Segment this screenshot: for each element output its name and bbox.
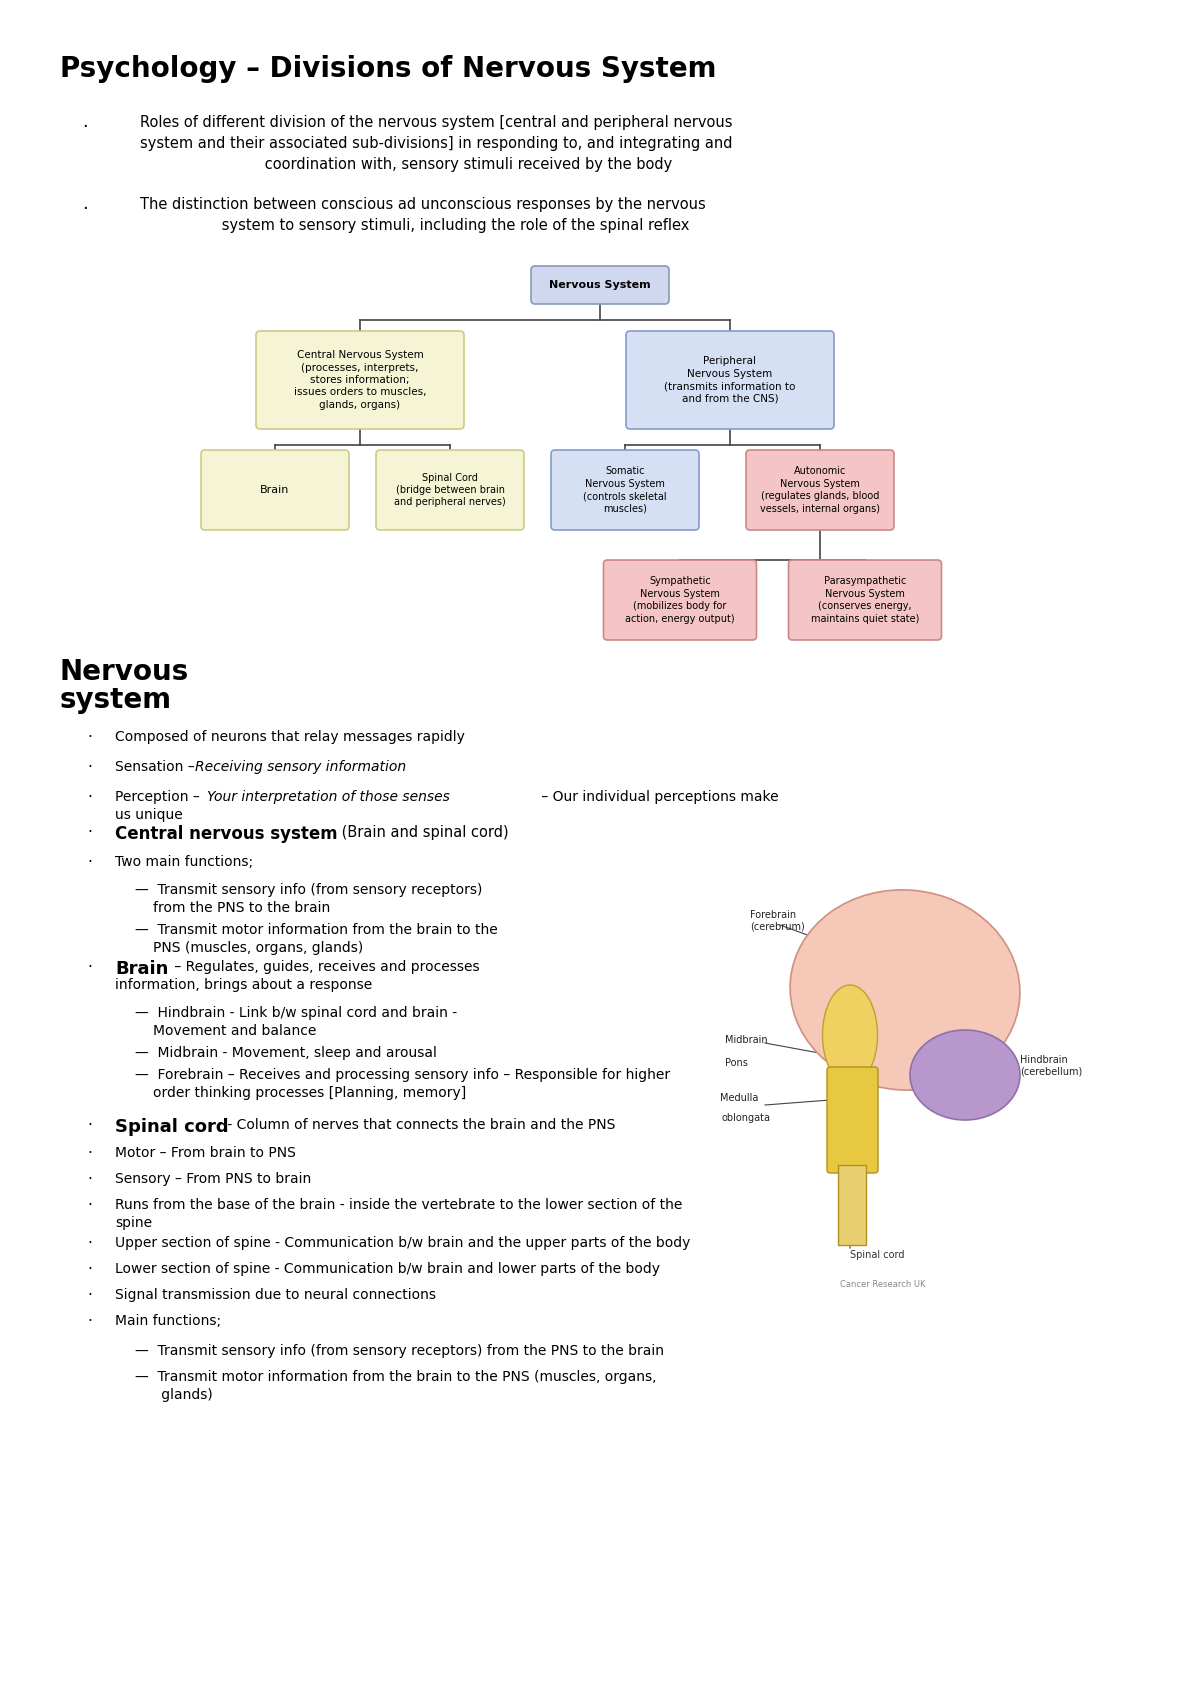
Text: Forebrain
(cerebrum): Forebrain (cerebrum) xyxy=(750,910,805,932)
Text: Perception –: Perception – xyxy=(115,790,204,803)
Text: Parasympathetic
Nervous System
(conserves energy,
maintains quiet state): Parasympathetic Nervous System (conserve… xyxy=(811,576,919,623)
Text: Peripheral
Nervous System
(transmits information to
and from the CNS): Peripheral Nervous System (transmits inf… xyxy=(665,357,796,404)
Text: information, brings about a response: information, brings about a response xyxy=(115,978,372,992)
Text: —  Transmit motor information from the brain to the PNS (muscles, organs,
      : — Transmit motor information from the br… xyxy=(134,1370,656,1403)
Ellipse shape xyxy=(910,1031,1020,1121)
Text: —  Transmit sensory info (from sensory receptors) from the PNS to the brain: — Transmit sensory info (from sensory re… xyxy=(134,1345,664,1358)
FancyBboxPatch shape xyxy=(604,560,756,640)
Text: Central Nervous System
(processes, interprets,
stores information;
issues orders: Central Nervous System (processes, inter… xyxy=(294,350,426,409)
Text: —  Transmit sensory info (from sensory receptors): — Transmit sensory info (from sensory re… xyxy=(134,883,482,897)
Text: Hindbrain
(cerebellum): Hindbrain (cerebellum) xyxy=(1020,1054,1082,1077)
Text: Central nervous system: Central nervous system xyxy=(115,825,337,842)
Text: Roles of different division of the nervous system [central and peripheral nervou: Roles of different division of the nervo… xyxy=(140,115,732,171)
Text: Midbrain: Midbrain xyxy=(725,1036,768,1044)
Text: – Regulates, guides, receives and processes: – Regulates, guides, receives and proces… xyxy=(170,959,480,975)
Text: Cancer Research UK: Cancer Research UK xyxy=(840,1280,925,1289)
Text: Upper section of spine - Communication b/w brain and the upper parts of the body: Upper section of spine - Communication b… xyxy=(115,1236,690,1250)
FancyBboxPatch shape xyxy=(746,450,894,530)
Ellipse shape xyxy=(822,985,877,1085)
Text: us unique: us unique xyxy=(115,808,182,822)
Text: Composed of neurons that relay messages rapidly: Composed of neurons that relay messages … xyxy=(115,730,464,744)
Text: from the PNS to the brain: from the PNS to the brain xyxy=(154,902,330,915)
Text: Your interpretation of those senses: Your interpretation of those senses xyxy=(208,790,450,803)
Text: Runs from the base of the brain - inside the vertebrate to the lower section of : Runs from the base of the brain - inside… xyxy=(115,1199,683,1231)
Text: Brain: Brain xyxy=(115,959,168,978)
Text: (Brain and spinal cord): (Brain and spinal cord) xyxy=(337,825,509,841)
Text: Sensory – From PNS to brain: Sensory – From PNS to brain xyxy=(115,1172,311,1185)
Text: Autonomic
Nervous System
(regulates glands, blood
vessels, internal organs): Autonomic Nervous System (regulates glan… xyxy=(760,467,880,513)
FancyBboxPatch shape xyxy=(202,450,349,530)
Text: Psychology – Divisions of Nervous System: Psychology – Divisions of Nervous System xyxy=(60,54,716,83)
Ellipse shape xyxy=(790,890,1020,1090)
Text: Spinal Cord
(bridge between brain
and peripheral nerves): Spinal Cord (bridge between brain and pe… xyxy=(394,472,506,508)
Text: Nervous System: Nervous System xyxy=(550,280,650,290)
Text: Somatic
Nervous System
(controls skeletal
muscles): Somatic Nervous System (controls skeleta… xyxy=(583,467,667,513)
Text: ·: · xyxy=(88,825,92,841)
Text: ·: · xyxy=(88,1262,92,1277)
Text: Brain: Brain xyxy=(260,486,289,496)
Bar xyxy=(838,1165,866,1245)
Text: Sensation –: Sensation – xyxy=(115,761,199,774)
Text: - Column of nerves that connects the brain and the PNS: - Column of nerves that connects the bra… xyxy=(223,1117,616,1133)
Text: The distinction between conscious ad unconscious responses by the nervous
      : The distinction between conscious ad unc… xyxy=(140,197,706,233)
Text: Spinal cord: Spinal cord xyxy=(115,1117,229,1136)
FancyBboxPatch shape xyxy=(256,331,464,430)
Text: —  Midbrain - Movement, sleep and arousal: — Midbrain - Movement, sleep and arousal xyxy=(134,1046,437,1060)
FancyBboxPatch shape xyxy=(551,450,698,530)
Text: Motor – From brain to PNS: Motor – From brain to PNS xyxy=(115,1146,296,1160)
Text: Pons: Pons xyxy=(725,1058,748,1068)
Text: ·: · xyxy=(88,1117,92,1133)
Text: ·: · xyxy=(82,200,88,217)
FancyBboxPatch shape xyxy=(530,267,670,304)
Text: PNS (muscles, organs, glands): PNS (muscles, organs, glands) xyxy=(154,941,364,954)
Text: ·: · xyxy=(88,1172,92,1187)
Text: ·: · xyxy=(88,856,92,869)
Text: ·: · xyxy=(88,1236,92,1251)
Text: order thinking processes [Planning, memory]: order thinking processes [Planning, memo… xyxy=(154,1087,467,1100)
Text: oblongata: oblongata xyxy=(722,1112,772,1122)
FancyBboxPatch shape xyxy=(788,560,942,640)
Text: ·: · xyxy=(88,1314,92,1330)
Text: – Our individual perceptions make: – Our individual perceptions make xyxy=(538,790,779,803)
Text: Receiving sensory information: Receiving sensory information xyxy=(194,761,406,774)
Text: ·: · xyxy=(88,761,92,774)
FancyBboxPatch shape xyxy=(626,331,834,430)
Text: Nervous
system: Nervous system xyxy=(60,659,190,713)
Text: ·: · xyxy=(88,730,92,745)
Text: Signal transmission due to neural connections: Signal transmission due to neural connec… xyxy=(115,1289,436,1302)
Text: Medulla: Medulla xyxy=(720,1094,758,1104)
Text: —  Hindbrain - Link b/w spinal cord and brain -: — Hindbrain - Link b/w spinal cord and b… xyxy=(134,1005,457,1020)
Text: —  Forebrain – Receives and processing sensory info – Responsible for higher: — Forebrain – Receives and processing se… xyxy=(134,1068,670,1082)
Text: —  Transmit motor information from the brain to the: — Transmit motor information from the br… xyxy=(134,924,498,937)
Text: ·: · xyxy=(82,117,88,136)
Text: ·: · xyxy=(88,959,92,975)
Text: Main functions;: Main functions; xyxy=(115,1314,221,1328)
Text: Lower section of spine - Communication b/w brain and lower parts of the body: Lower section of spine - Communication b… xyxy=(115,1262,660,1275)
Text: ·: · xyxy=(88,790,92,805)
Text: ·: · xyxy=(88,1199,92,1212)
FancyBboxPatch shape xyxy=(827,1066,878,1173)
Text: Sympathetic
Nervous System
(mobilizes body for
action, energy output): Sympathetic Nervous System (mobilizes bo… xyxy=(625,576,734,623)
Text: Movement and balance: Movement and balance xyxy=(154,1024,317,1037)
Text: ·: · xyxy=(88,1289,92,1302)
Text: Spinal cord: Spinal cord xyxy=(850,1250,905,1260)
FancyBboxPatch shape xyxy=(376,450,524,530)
Text: ·: · xyxy=(88,1146,92,1161)
Text: Two main functions;: Two main functions; xyxy=(115,856,253,869)
